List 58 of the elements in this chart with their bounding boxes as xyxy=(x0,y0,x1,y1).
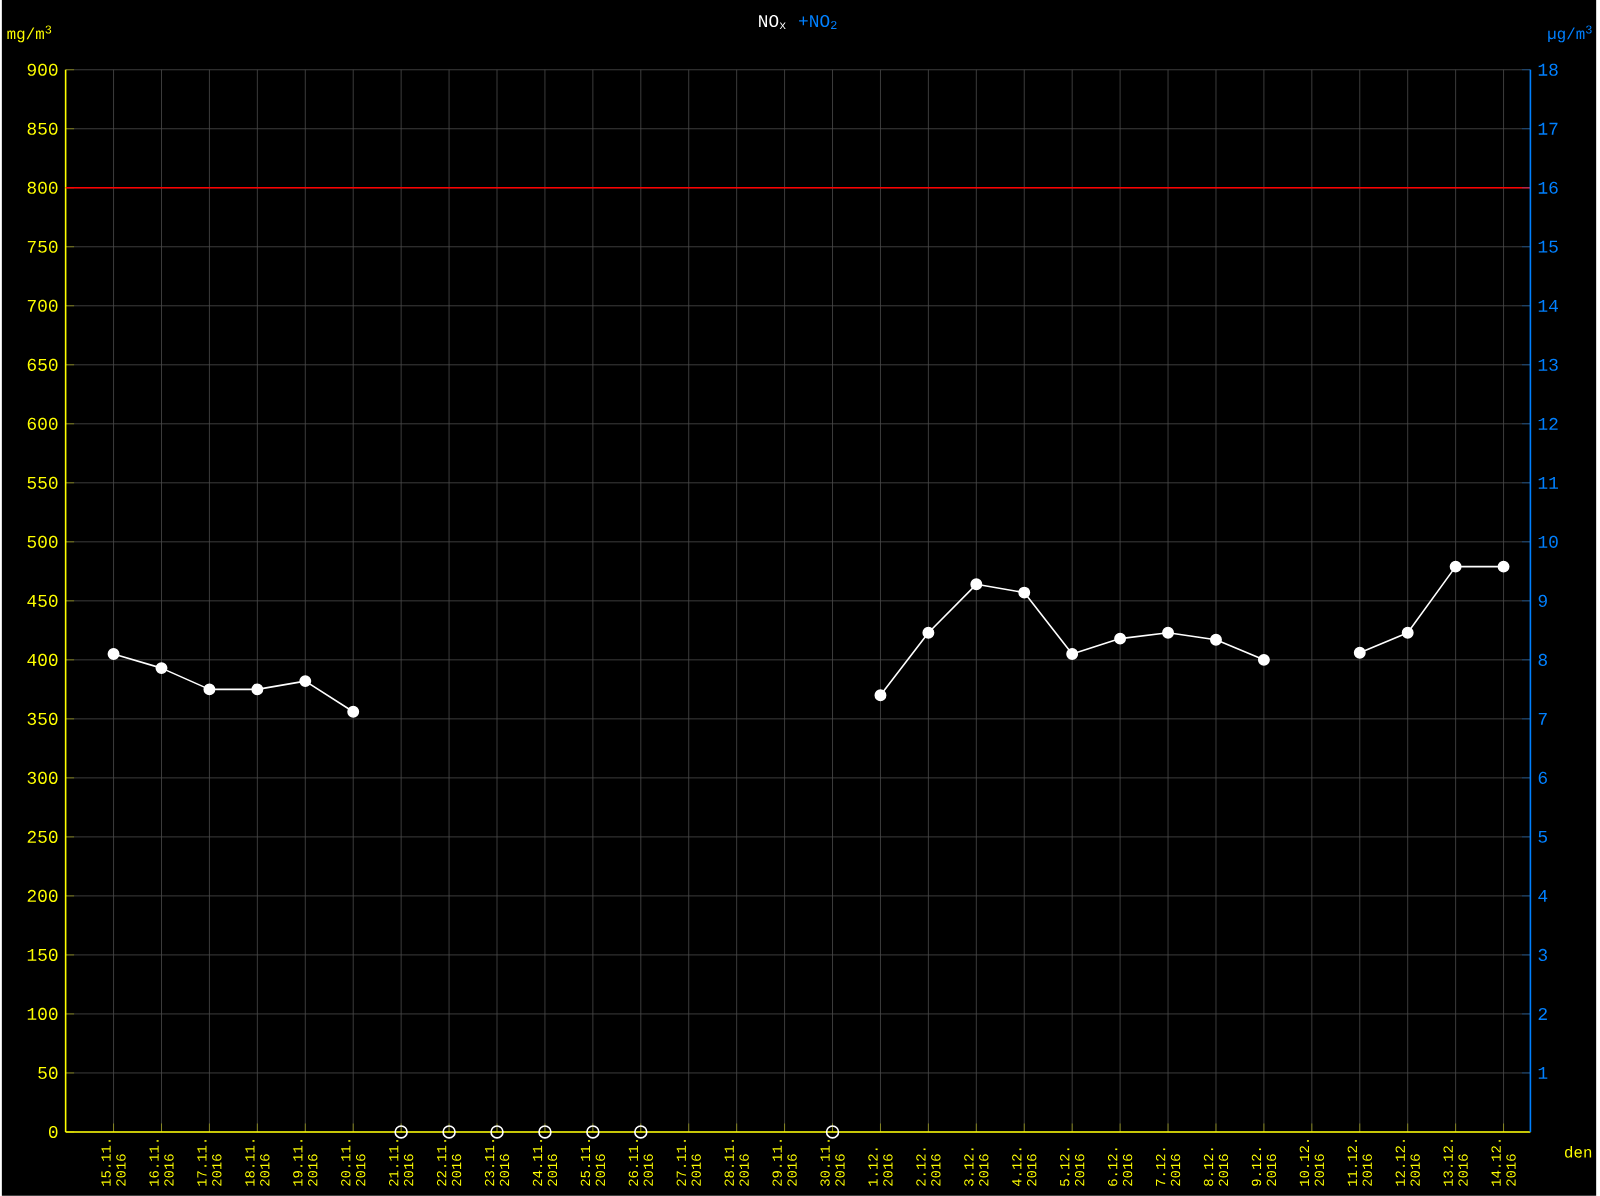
y2-tick-label: 11 xyxy=(1538,477,1559,489)
y-tick-label: 750 xyxy=(27,240,58,253)
y2-tick-label: 12 xyxy=(1538,417,1558,430)
y2-tick-label: 8 xyxy=(1538,653,1547,667)
point xyxy=(1497,560,1510,573)
y-tick-label: 900 xyxy=(27,63,58,76)
y2-tick-label: 4 xyxy=(1538,890,1548,902)
point xyxy=(1353,646,1366,659)
chart-title: NO$_{x}$ xyxy=(759,15,786,30)
y2-tick-label: 18 xyxy=(1538,63,1558,76)
y-tick-label: 250 xyxy=(27,830,58,844)
y2-tick-label: 3 xyxy=(1538,948,1548,962)
point xyxy=(347,705,360,718)
y2-tick-label: 2 xyxy=(1538,1008,1547,1021)
y2-tick-label: 16 xyxy=(1538,181,1558,194)
y-tick-label: 100 xyxy=(27,1007,58,1021)
point xyxy=(107,648,120,661)
y2-tick-label: 5 xyxy=(1538,831,1548,843)
y-tick-label: 550 xyxy=(27,476,58,490)
y-tick-label: 650 xyxy=(27,358,58,371)
y-tick-label: 700 xyxy=(27,299,58,312)
point xyxy=(1449,560,1462,573)
y-tick-label: 450 xyxy=(27,594,58,608)
y2-tick-label: 10 xyxy=(1538,535,1558,549)
y2-tick-label: 13 xyxy=(1538,358,1558,371)
point xyxy=(1018,586,1031,599)
point xyxy=(1210,633,1222,646)
y-tick-label: 600 xyxy=(27,417,58,431)
y-tick-label: 500 xyxy=(27,535,58,549)
y2-tick-label: 15 xyxy=(1538,240,1558,253)
point xyxy=(1162,626,1174,639)
point xyxy=(155,662,168,675)
y2-tick-label: 17 xyxy=(1538,122,1558,135)
point xyxy=(970,578,983,591)
y2-tick-label: 14 xyxy=(1538,300,1558,312)
y-tick-label: 200 xyxy=(27,889,58,903)
y-tick-label: 150 xyxy=(27,948,58,962)
y-tick-label: 850 xyxy=(27,122,58,135)
point xyxy=(251,683,264,696)
point xyxy=(1401,626,1414,639)
point xyxy=(922,626,935,639)
y-tick-label: 400 xyxy=(27,653,58,667)
y2-tick-label: 7 xyxy=(1538,713,1547,725)
point xyxy=(1257,654,1270,666)
y2-tick-label: 1 xyxy=(1538,1067,1548,1079)
point xyxy=(1066,648,1079,661)
y-tick-label: 0 xyxy=(48,1126,58,1139)
y2-tick-label: 6 xyxy=(1538,771,1547,785)
y-tick-label: 300 xyxy=(27,771,58,785)
point xyxy=(874,689,887,702)
point xyxy=(299,675,312,688)
point xyxy=(203,683,216,696)
y-tick-label: 800 xyxy=(27,181,58,194)
point xyxy=(1114,632,1127,645)
y2-tick-label: 9 xyxy=(1538,594,1547,608)
y-tick-label: 350 xyxy=(27,712,58,726)
y-tick-label: 50 xyxy=(38,1066,58,1080)
chart-subtitle: +NO$_{2}$ xyxy=(799,15,837,30)
